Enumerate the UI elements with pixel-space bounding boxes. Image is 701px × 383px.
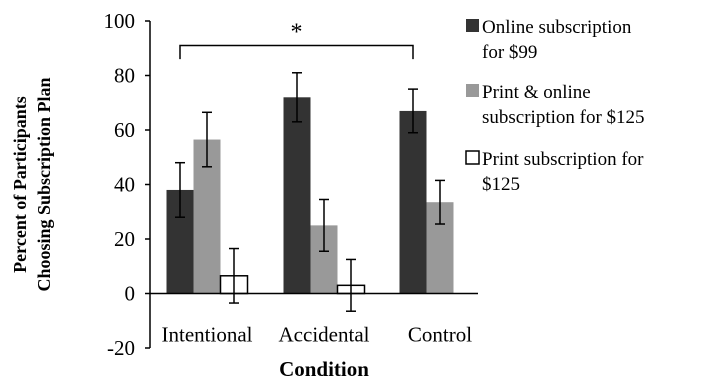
y-tick-label: -20 bbox=[107, 336, 135, 360]
y-axis-title-line: Choosing Subscription Plan bbox=[34, 77, 54, 291]
y-ticks: -20 0 20 40 60 80 100 bbox=[104, 9, 150, 360]
legend-swatch bbox=[466, 19, 479, 32]
x-category-label: Control bbox=[408, 323, 472, 347]
x-category-label: Accidental bbox=[279, 323, 370, 347]
legend-swatch bbox=[465, 150, 480, 165]
legend-swatch bbox=[466, 84, 479, 97]
error-bars bbox=[175, 72, 445, 312]
legend-label: Online subscription bbox=[482, 17, 632, 38]
legend-label: Print & online bbox=[482, 82, 591, 103]
y-axis-title-line: Percent of Participants bbox=[10, 96, 30, 273]
bar bbox=[283, 97, 311, 294]
y-tick-label: 60 bbox=[114, 118, 135, 142]
legend-label: $125 bbox=[482, 174, 520, 195]
significance-marker: * bbox=[291, 20, 303, 46]
bars bbox=[166, 97, 454, 295]
y-tick-label: 80 bbox=[114, 64, 135, 88]
y-tick-label: 20 bbox=[114, 227, 135, 251]
y-tick-label: 40 bbox=[114, 173, 135, 197]
y-axis-title: Percent of Participants Choosing Subscrip… bbox=[10, 77, 54, 291]
y-tick-label: 0 bbox=[125, 282, 136, 306]
legend: Online subscription for $99 Print & online… bbox=[465, 17, 645, 195]
x-axis-title: Condition bbox=[279, 357, 369, 381]
legend-label: for $99 bbox=[482, 42, 537, 63]
legend-label: subscription for $125 bbox=[482, 107, 645, 128]
y-tick-label: 100 bbox=[104, 9, 136, 33]
legend-label: Print subscription for bbox=[482, 149, 644, 170]
x-categories: Intentional Accidental Control bbox=[162, 323, 473, 347]
x-category-label: Intentional bbox=[162, 323, 253, 347]
bar bbox=[399, 110, 427, 294]
significance-bracket bbox=[179, 44, 414, 60]
